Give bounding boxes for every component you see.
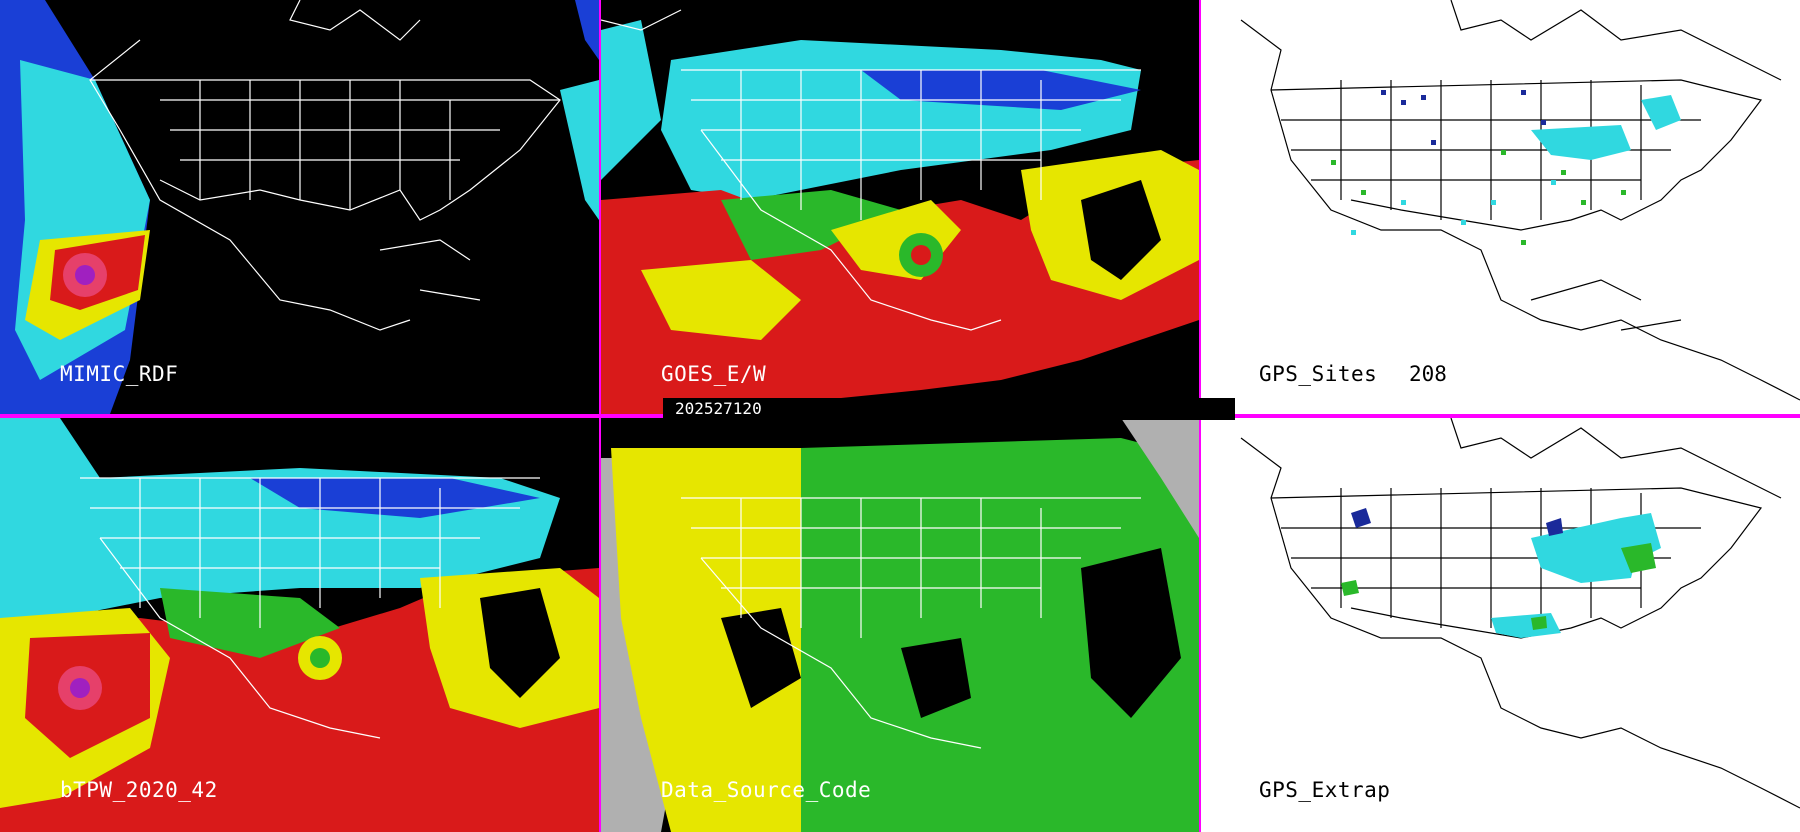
btpw-map — [0, 418, 599, 832]
goes-map — [601, 9, 1199, 414]
panel-label: Data_Source_Code — [661, 778, 872, 802]
panel-label: GPS_Extrap — [1259, 778, 1391, 802]
data-source-map — [601, 418, 1199, 832]
timestamp-bar: 202527120 — [663, 398, 1235, 420]
panel-label: MIMIC_RDF — [60, 362, 179, 386]
panel-btpw: bTPW_2020_42 — [0, 418, 599, 832]
mimic-map — [0, 0, 599, 414]
panel-mimic-rdf: MIMIC_RDF — [0, 0, 599, 414]
panel-label: GOES_E/W — [661, 362, 767, 386]
panel-label: GPS_Sites — [1259, 362, 1378, 386]
site-count: 208 — [1409, 362, 1447, 386]
gps-extrap-map — [1240, 418, 1800, 809]
panel-data-source-code: Data_Source_Code — [601, 418, 1199, 832]
panel-label: bTPW_2020_42 — [60, 778, 218, 802]
panel-gps-extrap: GPS_Extrap — [1201, 418, 1800, 832]
panel-gps-sites: GPS_Sites 208 — [1201, 0, 1800, 414]
panel-goes: GOES_E/W — [601, 0, 1199, 414]
gps-sites-map — [1240, 0, 1800, 401]
